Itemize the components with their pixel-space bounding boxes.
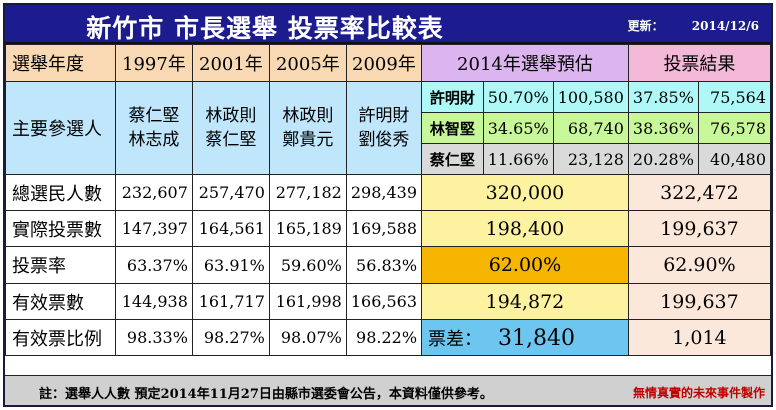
footer-note: 註：選舉人人數 預定2014年11月27日由縣市選委會公告，本資料僅供參考。 xyxy=(39,387,493,402)
value-2009: 169,588 xyxy=(345,210,423,247)
prediction-value: 62.00% xyxy=(421,246,629,284)
prediction-percent: 11.66% xyxy=(482,143,554,175)
candidates-2005: 林政則 鄭貴元 xyxy=(268,81,347,175)
value-2005: 98.07% xyxy=(268,319,347,356)
header-year-2005: 2005年 xyxy=(268,44,347,82)
value-2005: 161,998 xyxy=(268,283,347,320)
prediction-percent: 34.65% xyxy=(482,112,554,144)
value-1997: 63.37% xyxy=(114,246,193,284)
row-label: 實際投票數 xyxy=(5,210,116,247)
result-percent: 20.28% xyxy=(627,143,699,175)
result-value: 62.90% xyxy=(627,246,772,284)
row-label: 有效票數 xyxy=(5,283,116,320)
page-title: 新竹市 市長選舉 投票率比較表 xyxy=(86,14,444,43)
row-label: 有效票比例 xyxy=(5,319,116,356)
prediction-votes: 100,580 xyxy=(552,81,629,113)
header-year-2009: 2009年 xyxy=(345,44,423,82)
header-results: 投票結果 xyxy=(627,44,772,82)
candidate-name: 劉俊秀 xyxy=(358,130,410,150)
footer-bar: 註：選舉人人數 預定2014年11月27日由縣市選委會公告，本資料僅供參考。 無… xyxy=(5,375,771,405)
candidates-1997: 蔡仁堅 林志成 xyxy=(114,81,193,175)
value-1997: 144,938 xyxy=(114,283,193,320)
result-percent: 37.85% xyxy=(627,81,699,113)
table-row-valid-ratio: 有效票比例 98.33% 98.27% 98.07% 98.22% 票差： 31,… xyxy=(5,319,772,356)
result-value: 322,472 xyxy=(627,174,772,211)
header-year-1997: 1997年 xyxy=(114,44,193,82)
election-turnout-table: 選舉年度 1997年 2001年 2005年 2009年 2014年選舉預估 投… xyxy=(5,44,772,356)
value-2009: 56.83% xyxy=(345,246,423,284)
candidate-name: 鄭貴元 xyxy=(282,130,334,150)
candidates-label: 主要參選人 xyxy=(5,81,116,175)
header-category: 選舉年度 xyxy=(5,44,116,82)
result-value: 1,014 xyxy=(627,319,772,356)
result-votes: 40,480 xyxy=(697,143,772,175)
value-1997: 98.33% xyxy=(114,319,193,356)
prediction-value: 194,872 xyxy=(421,283,629,320)
candidate-name: 許明財 xyxy=(358,106,410,126)
value-1997: 147,397 xyxy=(114,210,193,247)
value-2001: 164,561 xyxy=(191,210,270,247)
value-2009: 298,439 xyxy=(345,174,423,211)
candidate-name: 蔡仁堅 xyxy=(205,130,257,150)
result-value: 199,637 xyxy=(627,283,772,320)
row-label: 投票率 xyxy=(5,246,116,284)
table-row-actual-votes: 實際投票數 147,397 164,561 165,189 169,588 19… xyxy=(5,210,772,247)
current-candidate-name: 林智堅 xyxy=(421,112,484,144)
header-prediction: 2014年選舉預估 xyxy=(421,44,629,82)
result-votes: 76,578 xyxy=(697,112,772,144)
value-2001: 63.91% xyxy=(191,246,270,284)
value-2005: 59.60% xyxy=(268,246,347,284)
comparison-table-frame: 新竹市 市長選舉 投票率比較表 更新： 2014/12/6 選舉年度 1997年… xyxy=(3,3,773,407)
title-bar: 新竹市 市長選舉 投票率比較表 更新： 2014/12/6 xyxy=(5,5,771,44)
candidate-row: 蔡仁堅 11.66% 23,128 20.28% 40,480 xyxy=(6,143,772,175)
row-label: 總選民人數 xyxy=(5,174,116,211)
current-candidate-name: 許明財 xyxy=(421,81,484,113)
prediction-value: 320,000 xyxy=(421,174,629,211)
candidate-name: 蔡仁堅 xyxy=(128,106,180,126)
header-year-2001: 2001年 xyxy=(191,44,270,82)
candidate-name: 林政則 xyxy=(282,106,334,126)
value-2009: 166,563 xyxy=(345,283,423,320)
current-candidate-name: 蔡仁堅 xyxy=(421,143,484,175)
result-votes: 75,564 xyxy=(697,81,772,113)
value-2001: 98.27% xyxy=(191,319,270,356)
vote-difference-value: 31,840 xyxy=(498,325,576,351)
prediction-votes: 68,740 xyxy=(552,112,629,144)
prediction-votes: 23,128 xyxy=(552,143,629,175)
candidates-2009: 許明財 劉俊秀 xyxy=(345,81,423,175)
vote-difference-label: 票差： xyxy=(428,328,483,350)
table-row-total-voters: 總選民人數 232,607 257,470 277,182 298,439 32… xyxy=(5,174,772,211)
value-2005: 277,182 xyxy=(268,174,347,211)
candidates-2001: 林政則 蔡仁堅 xyxy=(191,81,270,175)
result-value: 199,637 xyxy=(627,210,772,247)
value-1997: 232,607 xyxy=(114,174,193,211)
prediction-value: 198,400 xyxy=(421,210,629,247)
candidate-name: 林志成 xyxy=(128,130,180,150)
update-label: 更新： xyxy=(627,19,664,33)
header-row: 選舉年度 1997年 2001年 2005年 2009年 2014年選舉預估 投… xyxy=(5,44,772,82)
vote-difference-cell: 票差： 31,840 xyxy=(421,319,629,356)
table-row-turnout: 投票率 63.37% 63.91% 59.60% 56.83% 62.00% 6… xyxy=(5,246,772,284)
update-date: 2014/12/6 xyxy=(691,19,759,33)
candidate-name: 林政則 xyxy=(205,106,257,126)
table-row-valid-votes: 有效票數 144,938 161,717 161,998 166,563 194… xyxy=(5,283,772,320)
value-2001: 161,717 xyxy=(191,283,270,320)
update-info: 更新： 2014/12/6 xyxy=(628,17,759,34)
candidate-row: 林智堅 34.65% 68,740 38.36% 76,578 xyxy=(6,112,772,144)
result-percent: 38.36% xyxy=(627,112,699,144)
value-2005: 165,189 xyxy=(268,210,347,247)
prediction-percent: 50.70% xyxy=(482,81,554,113)
candidate-row: 主要參選人 蔡仁堅 林志成 林政則 蔡仁堅 林政則 鄭貴元 許明財 劉俊秀 許明… xyxy=(5,81,772,175)
footer-credit: 無情真實的未來事件製作 xyxy=(632,386,765,400)
value-2009: 98.22% xyxy=(345,319,423,356)
value-2001: 257,470 xyxy=(191,174,270,211)
